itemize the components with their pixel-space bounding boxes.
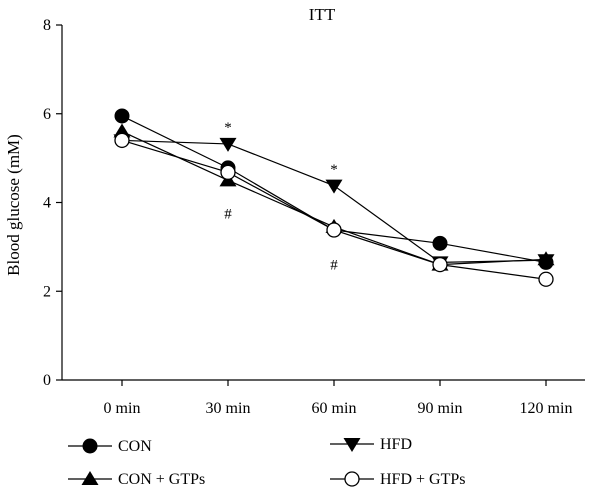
y-tick-label: 6 (43, 106, 51, 123)
data-point (114, 108, 130, 124)
annotation-mark: # (224, 207, 232, 223)
chart-title: ITT (309, 5, 336, 24)
data-point (432, 256, 448, 273)
legend-marker (81, 471, 99, 485)
legend-label: CON (118, 438, 152, 455)
legend-item: CON + GTPs (68, 471, 205, 488)
series-line-2 (121, 130, 547, 266)
data-point (432, 235, 448, 251)
data-point (537, 251, 555, 266)
data-point (538, 271, 554, 287)
legend-label: HFD (380, 436, 412, 453)
data-point (220, 164, 236, 180)
series-lines (121, 115, 547, 280)
legend-marker (343, 438, 361, 452)
series-markers (113, 108, 555, 287)
x-tick-label: 60 min (312, 400, 357, 417)
legend: CON HFD CON + GTPs HFD + GTPs (68, 436, 465, 488)
annotation-mark: * (224, 120, 232, 136)
legend-marker (344, 471, 360, 487)
x-tick-label: 120 min (520, 400, 573, 417)
data-point (113, 123, 131, 138)
annotation-mark: # (330, 258, 338, 274)
legend-label: CON + GTPs (118, 471, 205, 488)
series-line-1 (121, 139, 547, 264)
legend-label: HFD + GTPs (380, 471, 465, 488)
x-tick-label: 30 min (206, 400, 251, 417)
x-tick-label: 0 min (104, 400, 141, 417)
y-tick-label: 0 (43, 372, 51, 389)
axes: 0 2 4 6 8 0 min 30 min 60 min 90 min 120 min (43, 17, 585, 417)
annotation-mark: * (330, 162, 338, 178)
data-point (326, 222, 342, 238)
y-tick-label: 8 (43, 17, 51, 34)
data-point (114, 132, 130, 149)
x-tick-label: 90 min (418, 400, 463, 417)
legend-marker (82, 438, 98, 454)
y-tick-label: 4 (43, 195, 51, 212)
y-axis-label: Blood glucose (mM) (4, 134, 23, 276)
legend-item: HFD + GTPs (330, 471, 465, 488)
y-tick-label: 2 (43, 283, 51, 300)
significance-annotations: * * # # (224, 120, 338, 274)
data-point (219, 137, 237, 152)
legend-item: HFD (330, 436, 412, 453)
data-point (325, 179, 343, 194)
legend-item: CON (68, 438, 152, 455)
